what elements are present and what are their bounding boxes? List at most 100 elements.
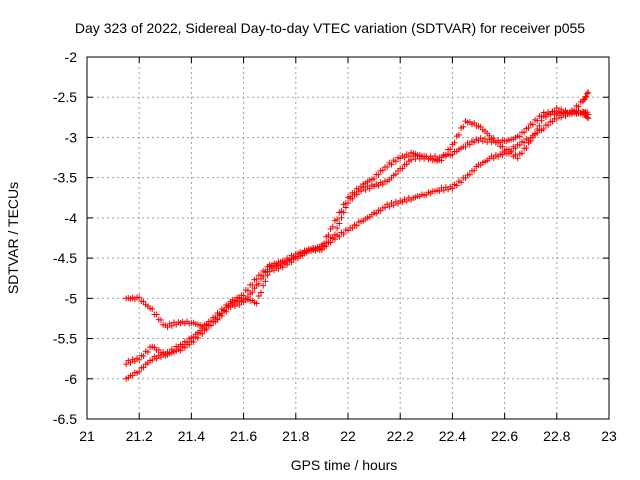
data-point [136,368,143,375]
y-tick-label: -5 [65,290,78,306]
data-point [338,214,345,221]
data-point [486,132,493,139]
plot-frame [86,56,610,420]
data-point [392,171,399,178]
data-point [338,208,345,215]
data-point [255,293,262,300]
data-point [236,301,243,308]
y-tick-label: -6 [65,371,78,387]
data-point [184,339,191,346]
data-point [436,188,443,195]
data-point [340,231,347,238]
data-point [325,232,332,239]
data-point [545,122,552,129]
data-point [451,139,458,146]
data-point [131,358,138,365]
data-point [194,334,201,341]
data-point [466,141,473,148]
data-point [519,150,525,157]
data-point [529,121,536,128]
data-point [449,185,456,192]
data-point [373,210,380,217]
data-point [140,352,147,359]
data-point [499,143,506,150]
data-point [334,216,341,223]
data-point [508,149,515,156]
x-tick-label: 22.2 [387,428,414,444]
data-point [255,280,262,287]
data-point [536,122,543,129]
y-tick-label: -3.5 [53,170,77,186]
data-point [403,161,410,168]
data-point [583,93,590,100]
data-point [453,182,460,189]
data-point [140,364,147,371]
data-point [153,311,160,318]
data-point [136,294,143,301]
x-axis-label: GPS time / hours [291,457,398,473]
data-point [366,185,373,192]
data-point [477,135,484,142]
data-point [127,359,134,366]
x-tick-label: 22.4 [439,428,466,444]
data-point [447,146,454,153]
data-points [123,89,592,382]
data-point [371,175,378,182]
y-tick-label: -4.5 [53,250,77,266]
data-point [216,310,223,317]
y-tick-label: -6.5 [53,411,77,427]
data-point [351,189,358,196]
axis-ticks: 21 21.2 21.4 21.6 21.8 22 22.2 22.4 22.6 22.8 23 -2… [53,49,617,444]
y-tick-label: -5.5 [53,331,77,347]
data-point [336,220,343,227]
data-point [325,239,332,246]
data-point [271,267,278,274]
data-point [386,203,393,210]
series-track-c [123,104,592,382]
data-point [155,346,162,353]
data-point [585,89,592,96]
series-track-b [123,108,592,368]
data-point [353,222,360,229]
data-point [529,134,536,141]
data-point [207,318,214,325]
data-point [379,181,386,188]
data-point [203,322,210,329]
x-tick-label: 23 [601,428,617,444]
x-tick-label: 22 [340,428,356,444]
data-point [258,289,264,296]
data-point [516,133,523,140]
data-point [177,347,184,354]
data-point [462,143,469,150]
y-tick-label: -3 [65,129,78,145]
series-track-a [123,89,592,331]
data-point [264,272,271,279]
data-point [562,107,569,114]
data-point [532,130,539,137]
data-point [525,124,532,131]
data-point [379,167,386,174]
data-point [405,153,412,160]
data-point [288,259,295,266]
data-point [140,298,147,305]
data-point [471,167,478,174]
data-point [279,264,286,271]
y-axis-label: SDTVAR / TECUs [5,182,21,294]
data-point [262,278,269,285]
data-point [381,204,388,211]
data-point [347,193,354,200]
data-point [251,285,258,292]
data-point [212,314,219,321]
data-point [558,106,565,113]
data-point [221,306,228,313]
data-point [336,233,343,240]
data-point [390,202,397,209]
data-point [580,96,587,103]
x-tick-label: 21.2 [126,428,153,444]
x-tick-label: 21 [79,428,95,444]
x-tick-label: 22.6 [491,428,518,444]
data-point [408,156,415,163]
data-point [534,126,541,133]
data-point [171,347,177,354]
